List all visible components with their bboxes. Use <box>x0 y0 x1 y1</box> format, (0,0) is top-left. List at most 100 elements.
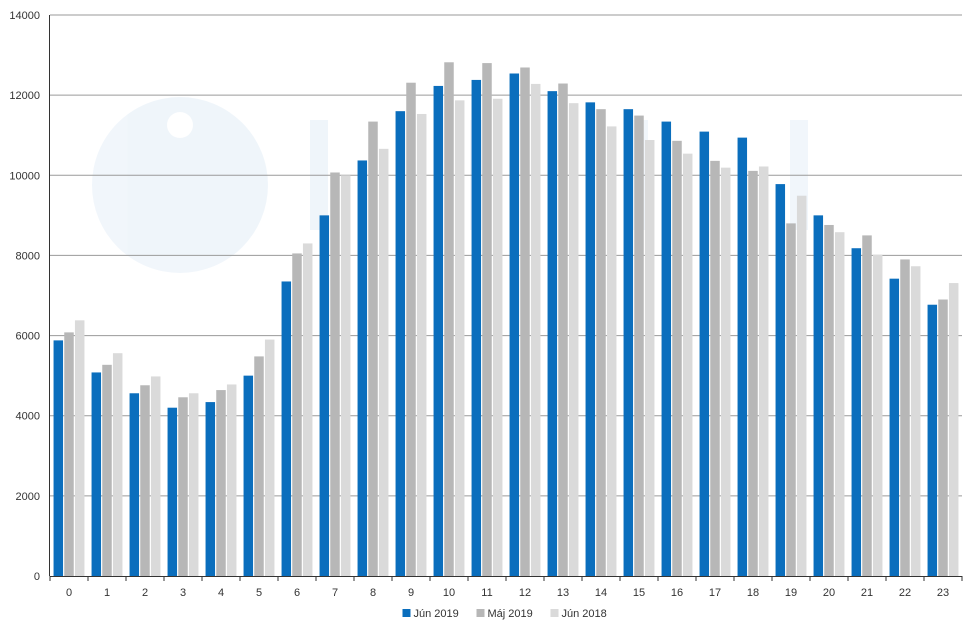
bar[interactable] <box>927 304 938 576</box>
bar[interactable] <box>889 278 900 576</box>
bar[interactable] <box>585 102 596 577</box>
bar[interactable] <box>302 243 313 576</box>
bar[interactable] <box>758 166 769 576</box>
bar[interactable] <box>91 372 102 576</box>
bar[interactable] <box>444 62 454 576</box>
bar[interactable] <box>796 195 807 576</box>
bar[interactable] <box>634 115 644 576</box>
bar[interactable] <box>178 397 188 576</box>
bar[interactable] <box>530 83 541 577</box>
bar[interactable] <box>264 339 275 576</box>
bar[interactable] <box>682 153 693 576</box>
bar[interactable] <box>786 223 796 576</box>
x-tick-label: 8 <box>370 587 376 599</box>
bar[interactable] <box>368 121 378 576</box>
legend-item[interactable]: Jún 2018 <box>550 608 607 620</box>
bar[interactable] <box>53 340 64 576</box>
legend-label: Jún 2019 <box>414 608 459 620</box>
bar[interactable] <box>167 407 178 576</box>
legend-item[interactable]: Jún 2019 <box>402 608 459 620</box>
legend-swatch <box>476 609 485 617</box>
bar[interactable] <box>492 98 503 576</box>
x-tick-label: 2 <box>142 587 148 599</box>
legend-swatch <box>402 609 411 617</box>
bar[interactable] <box>378 148 389 576</box>
bar[interactable] <box>606 126 617 577</box>
bar[interactable] <box>900 259 910 576</box>
bar[interactable] <box>851 248 862 576</box>
bar[interactable] <box>216 390 226 576</box>
bar[interactable] <box>292 253 302 576</box>
bar[interactable] <box>661 121 672 576</box>
bar[interactable] <box>102 364 112 576</box>
bar[interactable] <box>547 91 558 576</box>
bar[interactable] <box>737 137 748 576</box>
legend-item[interactable]: Máj 2019 <box>476 608 533 620</box>
bar[interactable] <box>471 79 482 577</box>
bar[interactable] <box>406 82 416 576</box>
bar[interactable] <box>205 402 216 576</box>
bar[interactable] <box>775 184 786 576</box>
bar[interactable] <box>596 109 606 577</box>
bar[interactable] <box>433 85 444 577</box>
bar[interactable] <box>720 167 731 577</box>
x-tick-label: 7 <box>332 587 338 599</box>
y-tick-label: 14000 <box>9 10 40 22</box>
bar[interactable] <box>509 73 520 577</box>
x-tick-label: 4 <box>218 587 224 599</box>
bar[interactable] <box>281 281 292 576</box>
bar[interactable] <box>558 83 568 577</box>
bar[interactable] <box>872 254 883 576</box>
x-tick-label: 15 <box>633 587 645 599</box>
y-tick-label: 2000 <box>16 491 40 503</box>
bar[interactable] <box>454 100 465 576</box>
bar[interactable] <box>254 356 264 576</box>
bar[interactable] <box>416 113 427 576</box>
bar[interactable] <box>699 131 710 577</box>
bar[interactable] <box>520 67 530 577</box>
bar[interactable] <box>938 299 948 576</box>
bar[interactable] <box>623 109 634 577</box>
y-axis-tick-labels: 0 2000 4000 6000 8000 10000 12000 14000 <box>9 10 40 583</box>
bar[interactable] <box>568 103 579 576</box>
bar[interactable] <box>74 320 85 576</box>
bar[interactable] <box>395 111 406 577</box>
bar[interactable] <box>948 283 959 576</box>
x-tick-label: 14 <box>595 587 607 599</box>
legend[interactable]: Jún 2019 Máj 2019 Jún 2018 <box>402 608 607 620</box>
bar[interactable] <box>482 63 492 576</box>
x-tick-label: 6 <box>294 587 300 599</box>
bar[interactable] <box>710 160 720 577</box>
bar[interactable] <box>672 140 682 576</box>
bar[interactable] <box>813 215 824 577</box>
x-tick-label: 20 <box>823 587 835 599</box>
y-tick-label: 10000 <box>9 170 40 182</box>
bar[interactable] <box>226 384 237 576</box>
bar[interactable] <box>357 160 368 576</box>
bars <box>53 62 959 577</box>
bar[interactable] <box>748 170 758 576</box>
y-tick-label: 12000 <box>9 90 40 102</box>
bar[interactable] <box>129 393 140 576</box>
y-tick-label: 6000 <box>16 331 40 343</box>
bar[interactable] <box>319 215 330 577</box>
bar[interactable] <box>834 232 845 576</box>
bar[interactable] <box>644 140 655 576</box>
bar[interactable] <box>340 175 351 577</box>
bar[interactable] <box>330 172 340 577</box>
x-tick-label: 21 <box>861 587 873 599</box>
bar[interactable] <box>910 266 921 576</box>
bar[interactable] <box>862 235 872 576</box>
bar[interactable] <box>188 393 199 576</box>
bar[interactable] <box>824 224 834 576</box>
y-tick-label: 8000 <box>16 250 40 262</box>
x-tick-label: 10 <box>443 587 455 599</box>
bar[interactable] <box>150 376 161 576</box>
legend-label: Máj 2019 <box>488 608 533 620</box>
x-tick-label: 3 <box>180 587 186 599</box>
bar[interactable] <box>64 332 74 576</box>
bar[interactable] <box>140 385 150 576</box>
bar[interactable] <box>112 353 123 576</box>
bar[interactable] <box>243 375 254 576</box>
